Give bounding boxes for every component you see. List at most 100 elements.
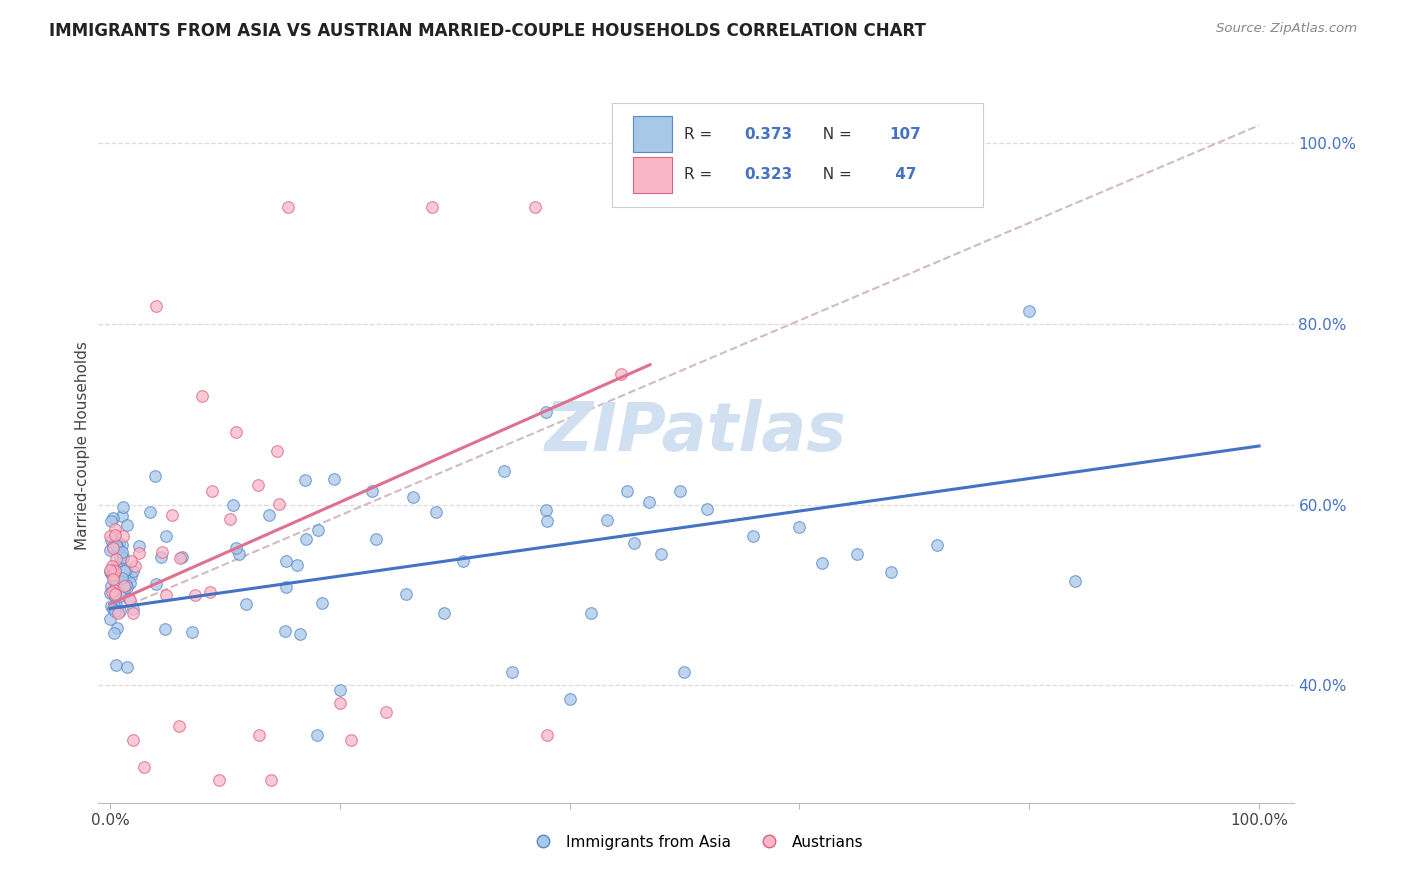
Point (501, 665, 523, 679)
Point (100, 599, 122, 613)
Point (172, 550, 194, 565)
Point (115, 580, 138, 594)
Point (112, 551, 135, 566)
Legend: Immigrants from Asia, Austrians: Immigrants from Asia, Austrians (522, 829, 870, 855)
Point (558, 692, 581, 706)
Point (257, 508, 280, 522)
Point (374, 706, 396, 720)
Bar (633, 116, 672, 152)
Point (104, 538, 127, 552)
Point (789, 520, 811, 534)
Point (696, 502, 718, 516)
Point (610, 367, 633, 381)
Point (274, 553, 297, 567)
Point (880, 566, 903, 580)
Point (673, 665, 696, 679)
Point (98, 612, 121, 626)
Point (247, 728, 270, 742)
Bar (633, 157, 672, 193)
Point (420, 200, 443, 214)
Point (219, 512, 242, 526)
Point (103, 582, 125, 597)
Point (1018, 303, 1040, 318)
Point (104, 559, 127, 574)
Point (295, 532, 318, 546)
Point (340, 732, 363, 747)
Point (228, 547, 250, 561)
Point (103, 588, 125, 602)
Point (103, 599, 125, 614)
Point (222, 498, 245, 512)
Text: ZIPatlas: ZIPatlas (546, 399, 846, 465)
Point (742, 529, 765, 543)
Text: IMMIGRANTS FROM ASIA VS AUSTRIAN MARRIED-COUPLE HOUSEHOLDS CORRELATION CHART: IMMIGRANTS FROM ASIA VS AUSTRIAN MARRIED… (49, 22, 927, 40)
Point (308, 523, 330, 537)
Point (267, 497, 290, 511)
Point (104, 604, 127, 618)
Point (616, 484, 638, 499)
Point (112, 579, 135, 593)
Point (98, 542, 121, 557)
Point (100, 514, 122, 528)
Text: N =: N = (813, 168, 856, 182)
Point (198, 584, 221, 599)
Point (425, 505, 447, 519)
Point (108, 589, 131, 603)
Point (107, 574, 129, 588)
Point (121, 569, 143, 583)
Point (294, 473, 316, 487)
Point (128, 545, 150, 559)
Point (103, 568, 125, 582)
Point (103, 567, 125, 582)
Point (277, 200, 299, 214)
Point (107, 541, 129, 556)
Point (167, 719, 190, 733)
Point (1064, 574, 1087, 589)
Point (274, 624, 297, 638)
Point (596, 513, 619, 527)
Point (100, 533, 122, 547)
Point (112, 584, 135, 599)
Point (100, 579, 122, 593)
Point (101, 567, 124, 582)
Point (98, 565, 121, 579)
Point (143, 469, 166, 483)
Point (103, 587, 125, 601)
Point (235, 597, 257, 611)
Point (104, 528, 127, 542)
Point (105, 577, 128, 591)
Point (104, 522, 127, 536)
Point (524, 200, 547, 214)
Point (433, 606, 456, 620)
Point (118, 592, 141, 607)
Point (111, 538, 134, 552)
Point (122, 732, 145, 747)
Point (536, 728, 558, 742)
Text: 107: 107 (890, 127, 921, 142)
Point (98, 563, 121, 577)
Point (108, 604, 131, 618)
Text: Source: ZipAtlas.com: Source: ZipAtlas.com (1216, 22, 1357, 36)
Point (112, 549, 135, 564)
Point (111, 571, 134, 585)
Point (650, 548, 672, 562)
Point (274, 580, 297, 594)
Point (534, 405, 557, 419)
Point (128, 539, 150, 553)
Point (111, 529, 134, 543)
Point (115, 578, 138, 592)
Point (811, 557, 834, 571)
Point (105, 657, 128, 672)
Point (104, 530, 127, 544)
Point (111, 545, 134, 559)
Point (208, 773, 231, 788)
Point (101, 540, 124, 554)
Point (285, 558, 308, 572)
Point (364, 533, 387, 547)
Point (98, 585, 121, 599)
Point (108, 549, 131, 563)
Point (329, 697, 352, 711)
Point (98, 528, 121, 542)
Point (117, 518, 139, 533)
Point (246, 478, 269, 492)
